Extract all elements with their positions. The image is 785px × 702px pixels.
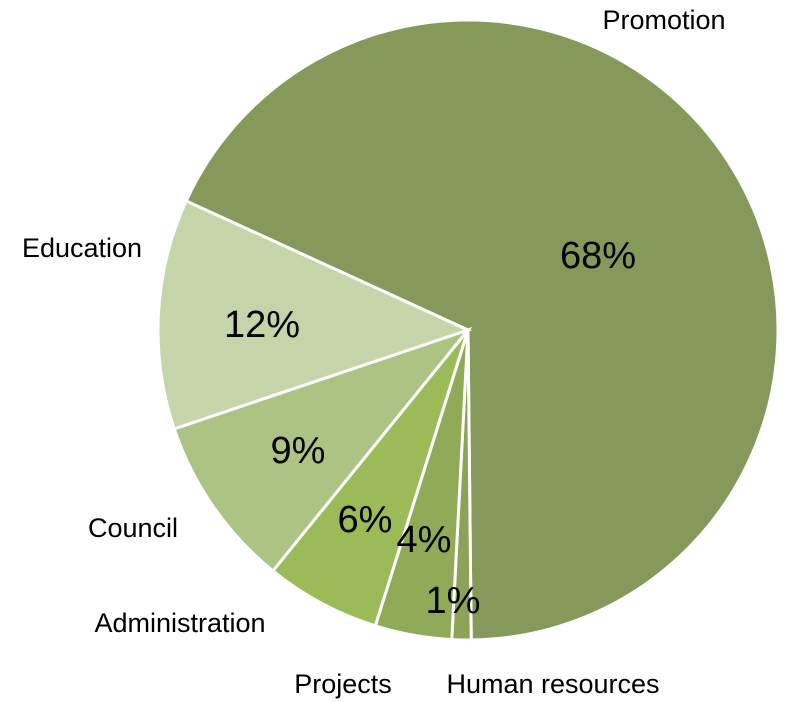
slice-category-label: Education: [22, 233, 142, 263]
slice-value-label: 12%: [224, 304, 300, 346]
slice-value-label: 68%: [560, 235, 636, 277]
slice-category-label: Human resources: [446, 669, 659, 699]
slice-category-label: Council: [88, 513, 178, 543]
slice-value-label: 4%: [397, 519, 452, 561]
slice-category-label: Projects: [294, 669, 392, 699]
slice-category-label: Promotion: [602, 5, 725, 35]
pie-slice: [156, 198, 473, 431]
pie-slice: [172, 326, 473, 574]
slice-value-label: 1%: [426, 580, 481, 622]
slice-value-label: 6%: [338, 499, 393, 541]
pie-slice: [184, 18, 780, 642]
slice-value-label: 9%: [271, 430, 326, 472]
slice-category-label: Administration: [94, 608, 265, 638]
